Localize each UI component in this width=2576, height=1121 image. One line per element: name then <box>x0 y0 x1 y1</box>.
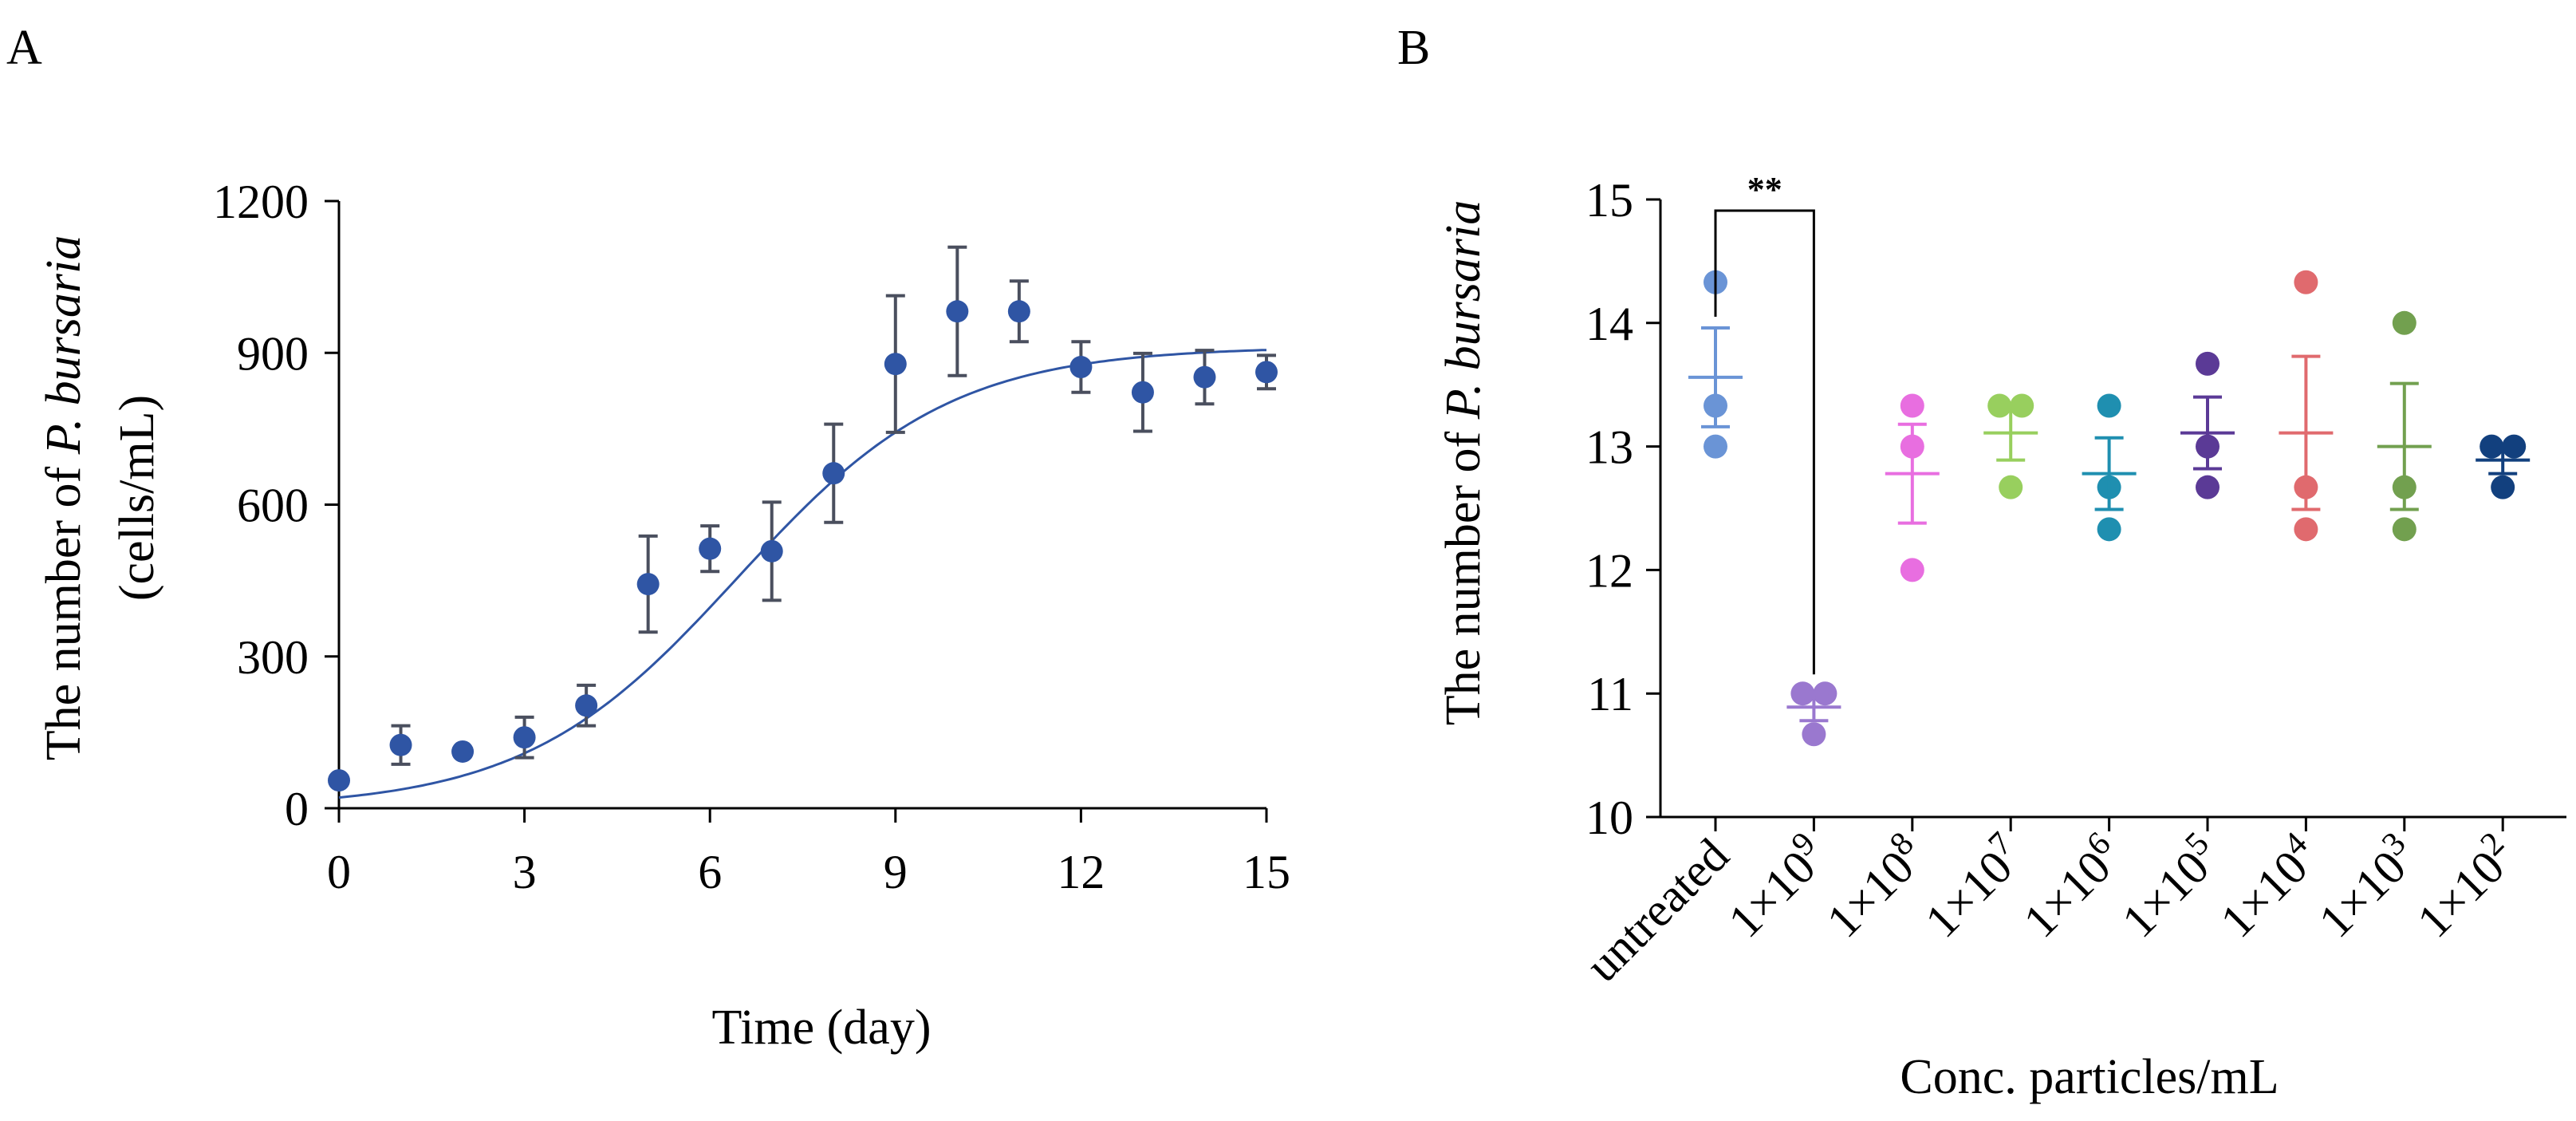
chart-b: The number of P. bursaria Conc. particle… <box>1436 170 2566 1104</box>
chart-a-x-tick-label: 0 <box>327 846 351 898</box>
chart-b-y-tick-label: 15 <box>1585 174 1633 227</box>
chart-b-point <box>1900 393 1924 418</box>
chart-b-point <box>2294 270 2318 294</box>
chart-b-x-tick-label: 1×102 <box>2404 825 2526 947</box>
chart-a-point <box>1007 300 1030 323</box>
chart-b-significance-bracket <box>1714 209 1815 675</box>
chart-b-point <box>2392 310 2416 335</box>
chart-b-x-tick-label: 1×106 <box>2010 825 2132 947</box>
chart-b-x-tick-label: 1×104 <box>2207 825 2329 947</box>
chart-a-x-tick-label: 6 <box>698 846 722 898</box>
chart-b-point <box>2097 393 2121 418</box>
chart-a-point <box>513 726 536 749</box>
chart-b-x-tick-label: 1×109 <box>1715 825 1837 947</box>
chart-a-ylabel-italic: P. bursaria <box>37 235 91 456</box>
chart-a-y-tick-label: 0 <box>285 783 309 835</box>
chart-a-y-tick-label: 600 <box>237 480 309 532</box>
chart-a-x-tick-label: 3 <box>513 846 537 898</box>
chart-a-y-tick-label: 1200 <box>213 176 309 228</box>
chart-b-y-tick-label: 13 <box>1585 421 1633 474</box>
chart-a-y-tick-label: 900 <box>237 327 309 380</box>
chart-a-x-tick-label: 15 <box>1243 846 1290 898</box>
chart-b-point <box>2294 517 2318 542</box>
chart-b-x-tick-label: 1×107 <box>1912 825 2034 947</box>
chart-b-point <box>1802 722 1826 747</box>
chart-b-y-tick-label: 14 <box>1585 298 1633 350</box>
chart-b-significance-label: ** <box>1747 170 1782 209</box>
chart-a-point <box>451 740 475 763</box>
chart-a-point <box>1131 381 1154 404</box>
chart-a-point <box>575 694 598 717</box>
chart-a-x-tick-label: 12 <box>1057 846 1105 898</box>
chart-b-x-tick-label: 1×103 <box>2306 825 2428 947</box>
chart-a-y-tick-label: 300 <box>237 631 309 684</box>
chart-b-x-tick-label: 1×108 <box>1814 825 1936 947</box>
chart-a-ylabel-line2: (cells/mL) <box>110 395 164 601</box>
chart-a-ylabel: The number of P. bursaria <box>37 235 91 760</box>
chart-a-point <box>1255 361 1278 384</box>
chart-a-point <box>636 573 660 596</box>
chart-b-ylabel-italic: P. bursaria <box>1436 200 1491 420</box>
panel-a-label: A <box>6 21 42 75</box>
chart-b-ylabel: The number of P. bursaria <box>1436 200 1491 725</box>
chart-a-point <box>1069 356 1093 379</box>
chart-b-ylabel-prefix: The number of <box>1436 419 1491 725</box>
chart-b-point <box>1704 434 1727 459</box>
chart-b-point <box>2097 517 2121 542</box>
panel-b-label: B <box>1397 21 1430 75</box>
chart-a: The number of P. bursaria (cells/mL) Tim… <box>37 176 1290 1055</box>
chart-a-x-tick-label: 9 <box>884 846 908 898</box>
chart-b-point <box>2392 517 2416 542</box>
chart-a-point <box>1193 365 1216 389</box>
chart-a-fit-curve <box>338 349 1267 799</box>
chart-a-point <box>822 462 845 485</box>
chart-b-point <box>1900 558 1924 582</box>
chart-b-point <box>2196 475 2220 499</box>
chart-b-point <box>2491 475 2515 499</box>
chart-b-xlabel: Conc. particles/mL <box>1900 1050 2279 1104</box>
chart-a-point <box>699 537 722 560</box>
chart-b-y-tick-label: 12 <box>1585 544 1633 597</box>
chart-b-x-tick-label: 1×105 <box>2109 825 2231 947</box>
chart-a-point <box>884 353 907 376</box>
chart-a-point <box>389 733 412 756</box>
chart-a-xlabel: Time (day) <box>712 1001 932 1055</box>
chart-a-point <box>328 769 350 792</box>
chart-b-point <box>2196 351 2220 376</box>
chart-b-y-tick-label: 10 <box>1585 791 1633 844</box>
chart-a-ylabel-prefix: The number of <box>37 454 91 760</box>
chart-b-x-tick-label: untreated <box>1576 829 1739 993</box>
chart-b-y-tick-label: 11 <box>1587 668 1633 720</box>
chart-a-point <box>946 300 969 323</box>
chart-a-point <box>760 539 783 562</box>
chart-b-point <box>1999 475 2023 499</box>
